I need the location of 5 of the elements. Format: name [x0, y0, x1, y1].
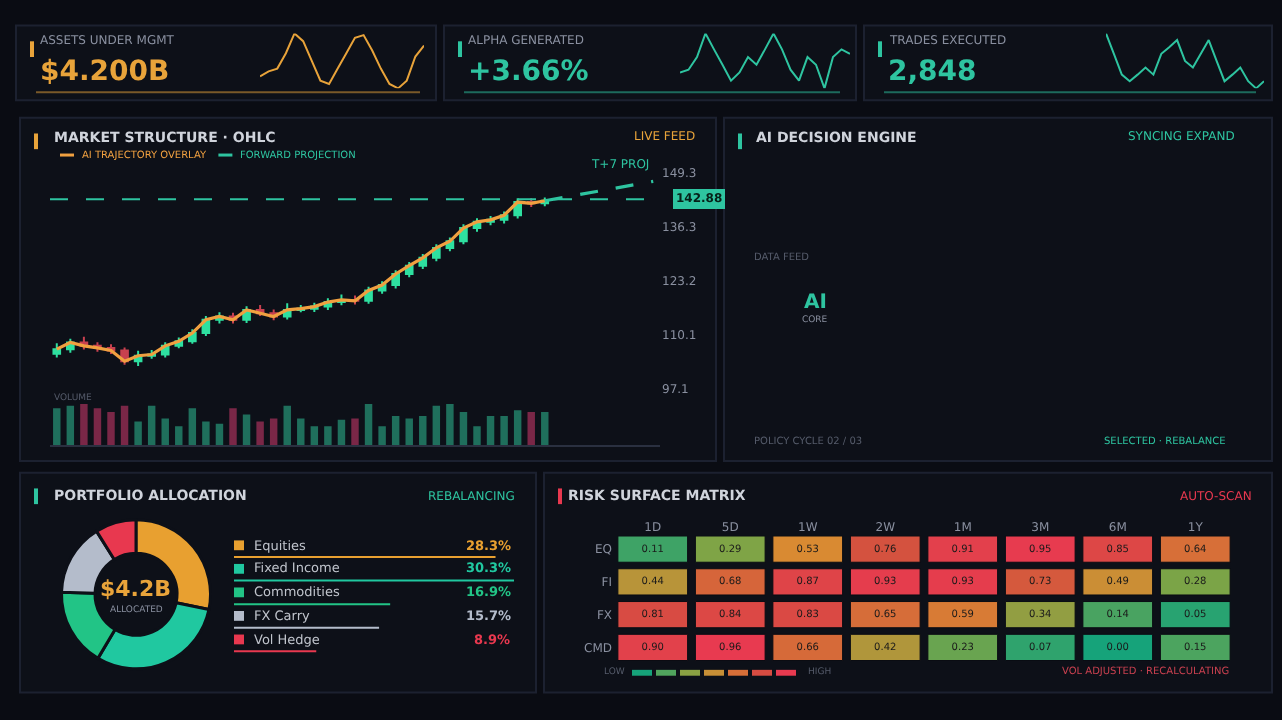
- text: $4.2B: [100, 576, 172, 602]
- text: AI: [804, 292, 827, 314]
- text: +3.66%: [468, 56, 589, 88]
- text: 2,848: [888, 56, 977, 88]
- text: $4.200B: [40, 56, 170, 88]
